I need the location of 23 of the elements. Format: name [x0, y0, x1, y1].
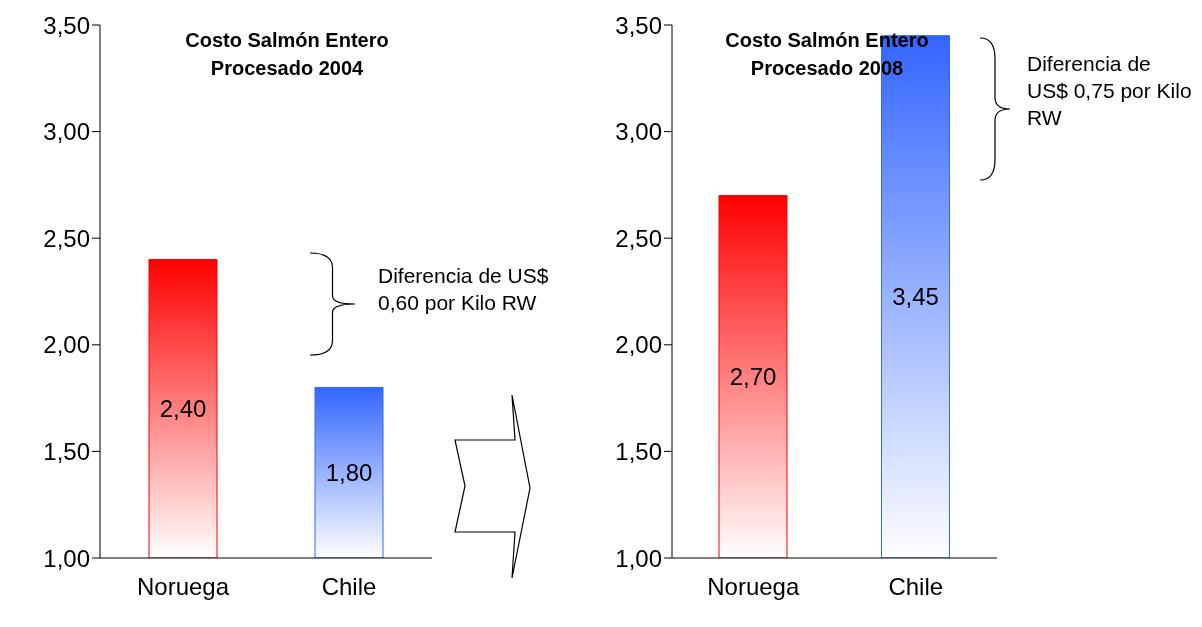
x-tick-label: Chile: [321, 573, 377, 601]
y-tick-label: 3,00: [43, 118, 90, 146]
x-tick-label: Noruega: [707, 573, 800, 601]
annotation: Diferencia de US$ 0,60 por Kilo RW: [378, 263, 550, 316]
y-tick-label: 3,50: [615, 11, 662, 39]
y-tick-label: 2,50: [43, 224, 90, 252]
y-tick-label: 1,00: [615, 544, 662, 572]
y-tick-label: 1,50: [615, 437, 662, 465]
text: Diferencia de US$ 0,75 por Kilo RW: [1027, 51, 1193, 131]
data-label: 2,70: [729, 363, 777, 391]
y-tick-label: 1,50: [43, 437, 90, 465]
x-tick-label: Chile: [888, 573, 944, 601]
data-label: 1,80: [325, 459, 373, 487]
y-tick-label: 3,50: [43, 11, 90, 39]
text: Costo Salmón Entero Procesado 2004: [184, 28, 390, 81]
y-tick-label: 2,00: [43, 331, 90, 359]
data-label: 2,40: [159, 395, 207, 423]
y-tick-label: 2,50: [615, 224, 662, 252]
y-tick-label: 1,00: [43, 544, 90, 572]
x-tick-label: Noruega: [136, 573, 230, 601]
data-label: 3,45: [892, 283, 939, 311]
y-tick-label: 3,00: [615, 118, 662, 146]
y-tick-label: 2,00: [615, 331, 662, 359]
